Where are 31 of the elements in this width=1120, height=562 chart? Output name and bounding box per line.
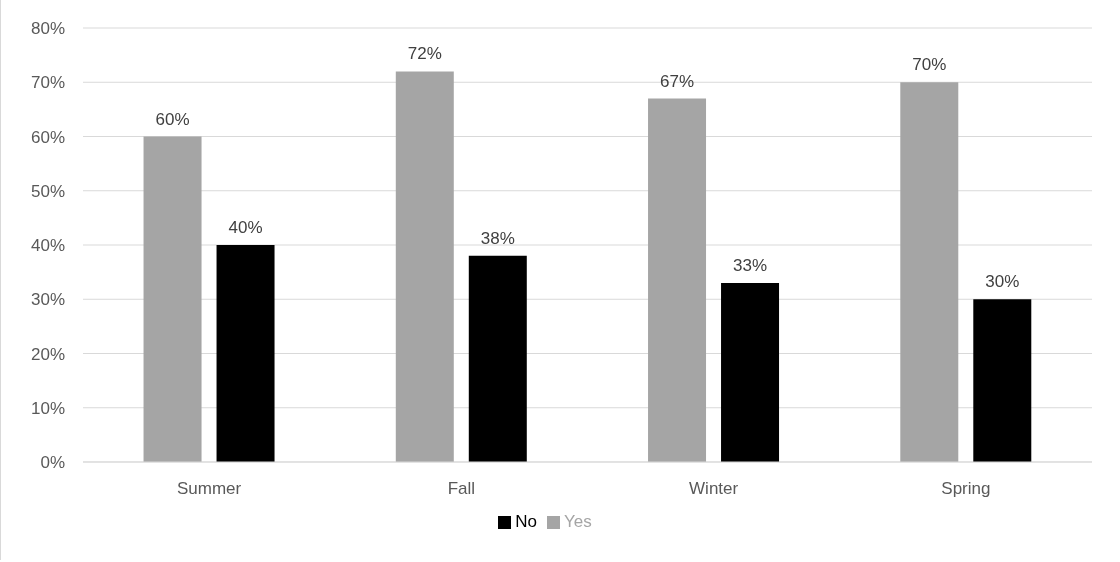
bar [900,82,959,462]
data-label: 67% [660,71,695,91]
x-tick-label: Summer [177,479,242,499]
y-tick-label: 20% [30,344,65,364]
legend-label: Yes [564,512,592,531]
data-label: 38% [480,228,515,248]
bar [216,245,275,462]
data-label: 40% [228,218,263,237]
bar [648,98,707,462]
y-tick-label: 80% [30,19,65,39]
bar [468,255,527,462]
data-label: 72% [407,44,442,64]
data-label: 60% [155,109,190,129]
y-tick-label: 70% [30,73,65,93]
legend-label: No [515,512,537,531]
data-label: 30% [985,272,1020,292]
y-tick-label: 10% [30,398,65,418]
y-tick-label: 50% [30,181,65,201]
bar [721,282,780,462]
bar [143,136,202,462]
y-tick-label: 60% [30,127,65,147]
y-tick-label: 40% [30,236,65,256]
x-tick-label: Winter [689,479,739,499]
y-tick-label: 0% [40,453,65,473]
bar [973,299,1032,462]
y-tick-label: 30% [30,290,65,310]
data-label: 70% [912,55,947,75]
x-tick-label: Spring [941,479,991,499]
x-tick-label: Fall [447,479,476,499]
bar [395,71,454,462]
data-label: 33% [733,255,768,275]
